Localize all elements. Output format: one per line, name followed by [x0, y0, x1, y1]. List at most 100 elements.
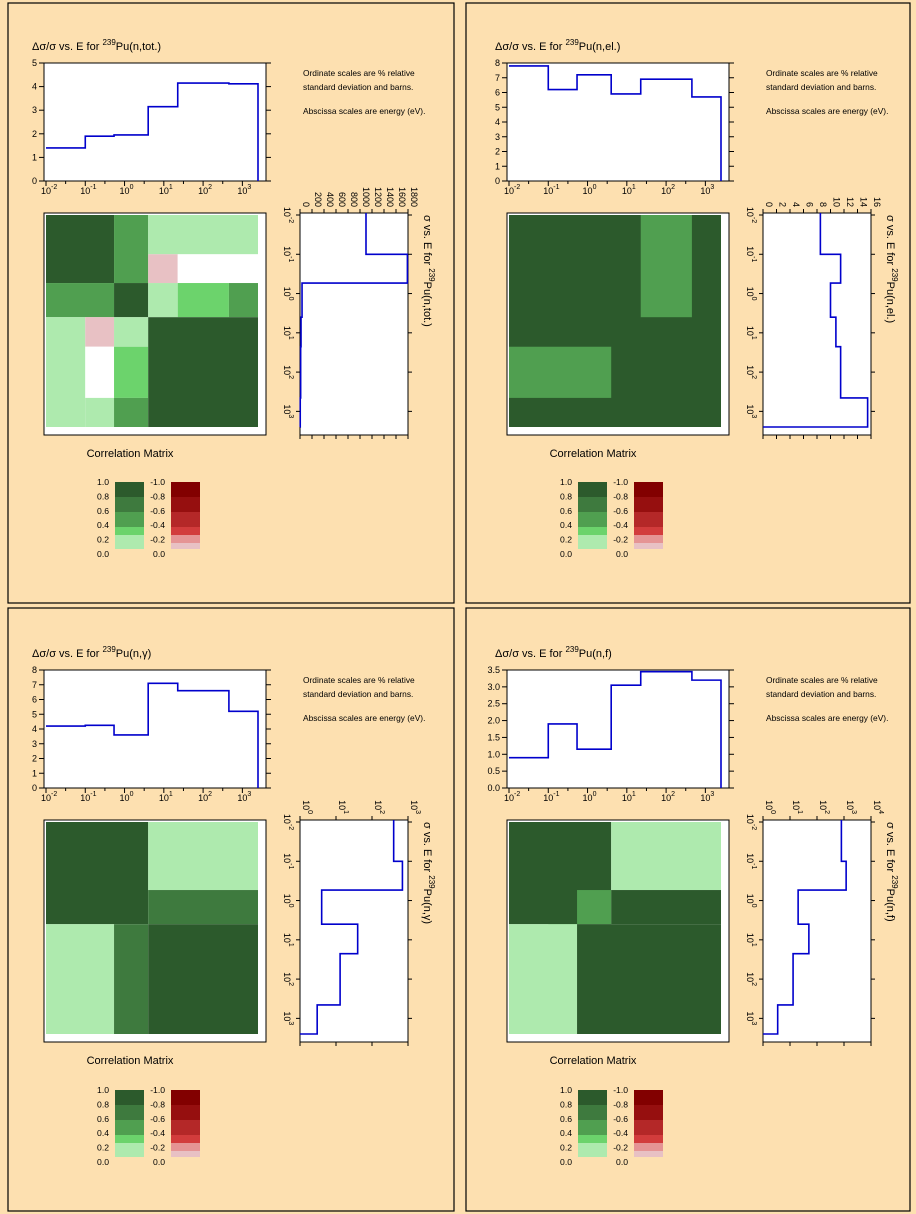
legend-label-positive: 0.6 — [560, 1114, 572, 1124]
note-line-3: Abscissa scales are energy (eV). — [303, 106, 425, 116]
left-tick-exp: -2 — [287, 824, 294, 830]
side-title-reaction: Pu(n,el.) — [884, 282, 896, 324]
left-tick-exp: -2 — [750, 217, 757, 223]
chart-title: Δσ/σ vs. E for 239Pu(n,γ) — [32, 645, 151, 660]
legend-label-positive: 0.0 — [97, 549, 109, 559]
y-tick-label: 5 — [32, 709, 37, 719]
x-tick-exp: -1 — [90, 184, 96, 191]
legend-swatch-positive — [578, 1105, 607, 1120]
correlation-cell — [177, 254, 258, 284]
correlation-cell — [177, 283, 229, 318]
uncertainty-series-line — [46, 82, 259, 181]
correlation-cell — [46, 924, 115, 1034]
legend-swatch-positive — [578, 1135, 607, 1143]
left-tick-exp: -2 — [287, 217, 294, 223]
legend-swatch-positive — [578, 535, 607, 543]
y-tick-label: 0 — [32, 783, 37, 793]
left-tick-exp: 3 — [287, 414, 294, 418]
title-reaction: Pu(n,f) — [579, 648, 612, 660]
legend-label-negative: -0.2 — [150, 535, 165, 545]
side-title-reaction: Pu(n,γ) — [421, 889, 433, 924]
legend-label-negative: -0.8 — [613, 491, 628, 501]
correlation-cell — [611, 890, 721, 925]
x-tick-exp: 2 — [671, 791, 675, 798]
left-tick-exp: -2 — [750, 824, 757, 830]
cross-section-series-line — [300, 820, 404, 1035]
note-line-2: standard deviation and barns. — [303, 689, 413, 699]
x-tick-exp: -2 — [514, 184, 520, 191]
note-line-2: standard deviation and barns. — [766, 82, 876, 92]
legend-swatch-positive — [578, 543, 607, 549]
top-tick-exp: 0 — [306, 810, 313, 814]
legend-swatch-negative — [171, 535, 200, 543]
uncertainty-plot-area — [43, 669, 267, 789]
note-line-3: Abscissa scales are energy (eV). — [303, 713, 425, 723]
legend-label-negative: -0.8 — [613, 1099, 628, 1109]
legend-swatch-negative — [171, 1135, 200, 1143]
legend-swatch-negative — [171, 1120, 200, 1135]
correlation-cell — [611, 822, 721, 891]
legend-label-positive: 0.2 — [97, 535, 109, 545]
x-tick-exp: -1 — [553, 791, 559, 798]
correlation-matrix-label: Correlation Matrix — [550, 448, 637, 460]
y-tick-label: 0.5 — [487, 766, 500, 776]
chart-title: Δσ/σ vs. E for 239Pu(n,el.) — [495, 38, 620, 53]
y-tick-label: 2.5 — [487, 699, 500, 709]
y-tick-label: 3 — [32, 739, 37, 749]
x-tick-exp: 0 — [130, 184, 134, 191]
legend-swatch-negative — [634, 1143, 663, 1151]
cross-section-series-line — [763, 213, 869, 428]
legend-swatch-negative — [171, 1105, 200, 1120]
legend-label-negative: -0.6 — [150, 506, 165, 516]
note-line-3: Abscissa scales are energy (eV). — [766, 713, 888, 723]
uncertainty-series-line — [46, 682, 259, 788]
legend-label-positive: 0.2 — [97, 1143, 109, 1153]
legend-label-positive: 0.0 — [97, 1157, 109, 1167]
correlation-cell — [114, 346, 149, 398]
legend-swatch-negative — [634, 482, 663, 497]
y-tick-label: 6 — [495, 88, 500, 98]
legend-swatch-negative — [634, 1135, 663, 1143]
legend-label-positive: 0.0 — [560, 549, 572, 559]
chart-panel-nf: Δσ/σ vs. E for 239Pu(n,f)Ordinate scales… — [487, 645, 899, 1167]
correlation-cell — [114, 397, 149, 427]
x-tick-exp: 0 — [593, 791, 597, 798]
cross-section-title: σ vs. E for 239Pu(n,el.) — [884, 215, 899, 323]
legend-swatch-negative — [634, 535, 663, 543]
x-tick-exp: -1 — [90, 791, 96, 798]
y-tick-label: 3 — [32, 105, 37, 115]
top-tick-exp: 2 — [378, 810, 385, 814]
left-tick-exp: 2 — [750, 375, 757, 379]
note-line-2: standard deviation and barns. — [303, 82, 413, 92]
top-tick-exp: 1 — [342, 810, 349, 814]
title-prefix: Δσ/σ vs. E for — [32, 648, 102, 660]
cross-section-series-line — [299, 213, 409, 428]
legend-swatch-positive — [578, 482, 607, 497]
cross-section-series-line — [763, 820, 847, 1035]
left-tick-exp: 2 — [287, 982, 294, 986]
top-tick-label: 2 — [778, 202, 788, 207]
legend-swatch-positive — [578, 1120, 607, 1135]
cross-section-title: σ vs. E for 239Pu(n,f) — [884, 822, 899, 922]
legend-swatch-positive — [115, 1120, 144, 1135]
legend-swatch-positive — [578, 1143, 607, 1151]
legend-label-negative: -0.6 — [613, 506, 628, 516]
y-tick-label: 2 — [32, 129, 37, 139]
x-tick-exp: -2 — [514, 791, 520, 798]
top-tick-label: 16 — [872, 197, 882, 207]
y-tick-label: 3 — [495, 132, 500, 142]
correlation-cell — [577, 924, 721, 1034]
cross-section-title: σ vs. E for 239Pu(n,tot.) — [421, 215, 436, 327]
y-tick-label: 0 — [495, 176, 500, 186]
legend-label-negative: -0.8 — [150, 491, 165, 501]
title-reaction: Pu(n,tot.) — [116, 41, 161, 53]
legend-label-positive: 1.0 — [97, 1085, 109, 1095]
legend-label-positive: 0.6 — [97, 506, 109, 516]
color-legend: 1.0 0.8 0.6 0.4 0.2 0.0 -1.0 -0.8 -0.6 -0.4 -0.2 0.… — [97, 1085, 200, 1167]
legend-label-negative: -0.8 — [150, 1099, 165, 1109]
note-line-1: Ordinate scales are % relative — [766, 675, 878, 685]
chart-title: Δσ/σ vs. E for 239Pu(n,tot.) — [32, 38, 161, 53]
top-tick-exp: 0 — [769, 810, 776, 814]
left-tick-exp: 1 — [750, 943, 757, 947]
note-line-1: Ordinate scales are % relative — [303, 675, 415, 685]
